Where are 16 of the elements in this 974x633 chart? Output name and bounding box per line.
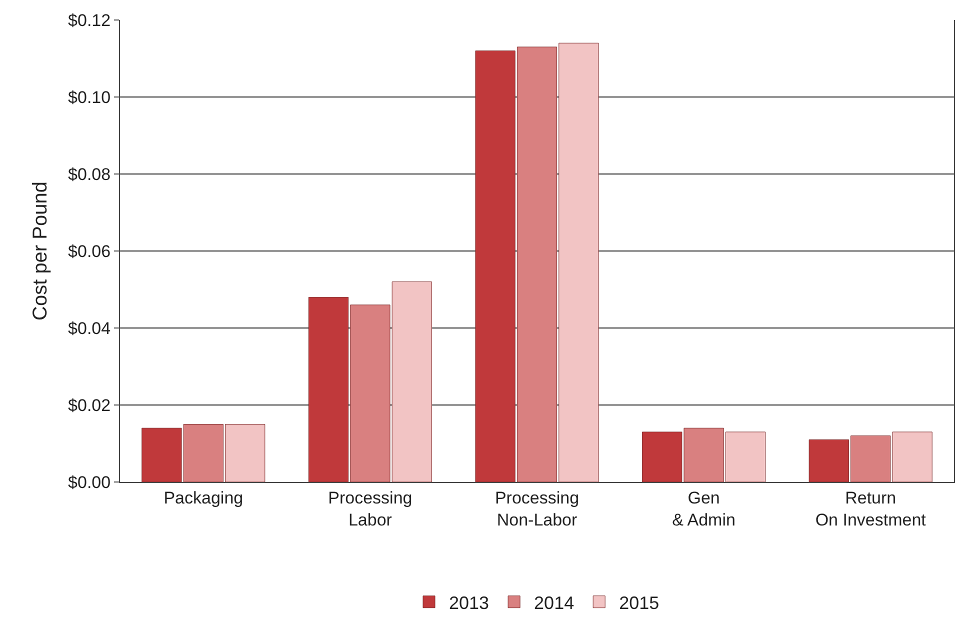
y-axis-title: Cost per Pound	[30, 182, 52, 320]
x-tick-label: Packaging	[164, 488, 244, 508]
x-tick-label: Return On Investment	[815, 488, 926, 530]
y-tick-label: $0.06	[68, 242, 111, 261]
x-tick-label: Processing Labor	[328, 488, 412, 530]
legend-label: 2015	[619, 592, 660, 613]
legend-label: 2013	[449, 592, 490, 613]
x-tick-label: Gen & Admin	[672, 488, 736, 530]
legend-label: 2014	[534, 592, 574, 613]
y-tick-label: $0.12	[68, 10, 111, 30]
y-tick-label: $0.08	[68, 164, 111, 184]
y-tick-label: $0.10	[68, 88, 111, 107]
y-tick-label: $0.02	[68, 396, 111, 415]
y-tick-label: $0.00	[68, 472, 111, 492]
x-tick-label: Processing Non-Labor	[494, 488, 580, 530]
y-tick-label: $0.04	[68, 318, 111, 338]
